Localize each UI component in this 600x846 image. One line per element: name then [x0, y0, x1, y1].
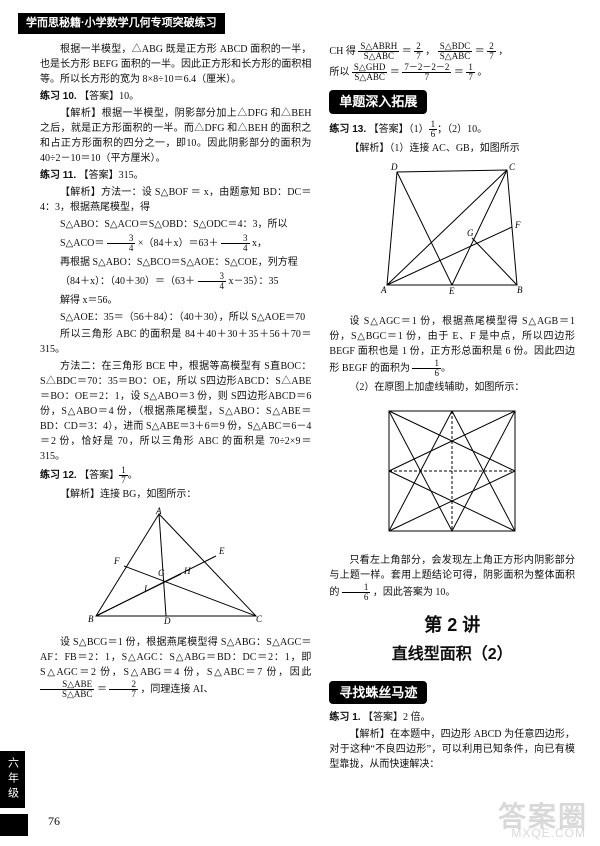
sq-B: B	[517, 285, 523, 295]
ex13: 练习 13. 【答案】（1）16；（2）10。	[329, 120, 575, 139]
lbl-E: E	[218, 546, 225, 556]
ex1-label: 练习 1.	[329, 712, 360, 723]
intro-paragraph: 根据一半模型，△ABG 既是正方形 ABCD 面积的一半，也是长方形 BEFG …	[40, 42, 311, 87]
ex11-sol-g: S△AOE：35＝（56＋84）：（40＋30），所以 S△AOE＝70	[40, 310, 311, 325]
lbl-B: B	[88, 614, 94, 624]
lbl-F: F	[113, 556, 120, 566]
lbl-A: A	[155, 506, 162, 516]
ex11-sol-i: 方法二：在三角形 BCE 中，根据等高模型有 S直BOC：S△BDC＝70：35…	[40, 359, 311, 464]
watermark-url: MXQE.COM	[511, 824, 586, 842]
ex1: 练习 1. 【答案】2 倍。	[329, 710, 575, 725]
ex11-sol-c: S△ACO＝ 34 ×（84＋x）＝63＋ 34 x，	[40, 234, 311, 253]
ex13-ans: 【答案】（1）	[369, 123, 429, 134]
ex12-sol-b: 设 S△BCG＝1 份，根据燕尾模型得 S△ABG：S△AGC＝AF：FB＝2：…	[40, 635, 311, 699]
ex10: 练习 10. 【答案】10。	[40, 89, 311, 104]
lbl-G: G	[158, 568, 165, 578]
header-badge: 学而思秘籍·小学数学几何专项突破练习	[18, 13, 225, 34]
ex12: 练习 12. 【答案】17。	[40, 466, 311, 485]
ex12-label: 练习 12.	[40, 470, 77, 481]
r-top: CH 得 S△ABRHS△ABC ＝ 27 ， S△BDCS△ABC ＝ 27 …	[329, 42, 575, 61]
ex11: 练习 11. 【答案】315。	[40, 168, 311, 183]
ex1-sol: 【解析】在本题中，四边形 ABCD 为任意四边形，对于这种“不良四边形”，可以利…	[329, 727, 575, 772]
sq-F: F	[514, 220, 521, 230]
sq-E: E	[448, 286, 455, 296]
lesson-title: 直线型面积（2）	[329, 643, 575, 667]
figure-square: A B C D E F G	[329, 160, 575, 310]
sq-C: C	[509, 162, 516, 172]
ex11-sol-h: 所以三角形 ABC 的面积是 84＋40＋30＋35＋56＋70＝315。	[40, 327, 311, 357]
black-tab	[0, 814, 28, 836]
ex11-sol-a: 【解析】方法一：设 S△BOF ＝ x，由题意知 BD：DC＝4：3，根据燕尾模…	[40, 185, 311, 215]
r-top2: 所以 S△GHDS△ABC ＝ 7－2－2－27 ＝ 17 。	[329, 63, 575, 82]
lbl-C: C	[256, 614, 263, 624]
page-number: 76	[48, 812, 60, 830]
lbl-D: D	[163, 616, 171, 626]
ex13-sol-a: 【解析】（1）连接 AC、GB，如图所示	[329, 141, 575, 156]
left-column: 根据一半模型，△ABG 既是正方形 ABCD 面积的一半，也是长方形 BEFG …	[40, 42, 311, 774]
ex13-sol-d: 只看左上角部分，会发现左上角正方形内阴影部分与上题一样。套用上题结论可得，阴影面…	[329, 553, 575, 602]
lesson-num: 第 2 讲	[329, 612, 575, 639]
ex11-sol-b: S△ABO：S△ACO＝S△OBD：S△ODC＝4：3，所以	[40, 217, 311, 232]
sq-A: A	[380, 285, 387, 295]
ex12-ans: 【答案】	[79, 470, 119, 481]
ex11-label: 练习 11.	[40, 170, 76, 181]
ex10-sol: 【解析】根据一半模型，阴影部分加上△DFG 和△BEH 之后，就是正方形面积的一…	[40, 106, 311, 166]
sq-D: D	[390, 162, 398, 172]
ex10-label: 练习 10.	[40, 91, 77, 102]
lbl-I: I	[143, 584, 148, 594]
figure-triangle: A B C D E F G H I	[40, 506, 311, 631]
section-clue: 寻找蛛丝马迹	[329, 681, 427, 705]
ex11-sol-f: 解得 x＝56。	[40, 293, 311, 308]
ex13-sol-b: 设 S△AGC＝1 份，根据燕尾模型得 S△AGB＝1 份，S△BGC＝1 份，…	[329, 314, 575, 378]
ex13-sol-c: （2）在原图上加虚线辅助，如图所示：	[329, 380, 575, 395]
ex11-ans: 【答案】315。	[79, 170, 144, 181]
ex13-label: 练习 13.	[329, 123, 366, 134]
ex1-ans: 【答案】2 倍。	[363, 712, 431, 723]
ex11-sol-e: （84＋x）：（40＋30）＝（63＋ 34 x－35）：35	[40, 272, 311, 291]
ex12-sol-a: 【解析】连接 BG，如图所示：	[40, 487, 311, 502]
sq-G: G	[467, 228, 474, 238]
section-deep: 单题深入拓展	[329, 90, 427, 114]
content-columns: 根据一半模型，△ABG 既是正方形 ABCD 面积的一半，也是长方形 BEFG …	[40, 42, 575, 774]
ex10-ans: 【答案】10。	[79, 91, 139, 102]
lbl-H: H	[183, 566, 191, 576]
side-label: 六年级	[0, 751, 25, 808]
ex11-sol-d: 再根据 S△ABO：S△BCO＝S△AOE：S△COE，列方程	[40, 255, 311, 270]
right-column: CH 得 S△ABRHS△ABC ＝ 27 ， S△BDCS△ABC ＝ 27 …	[329, 42, 575, 774]
figure-star	[329, 399, 575, 549]
